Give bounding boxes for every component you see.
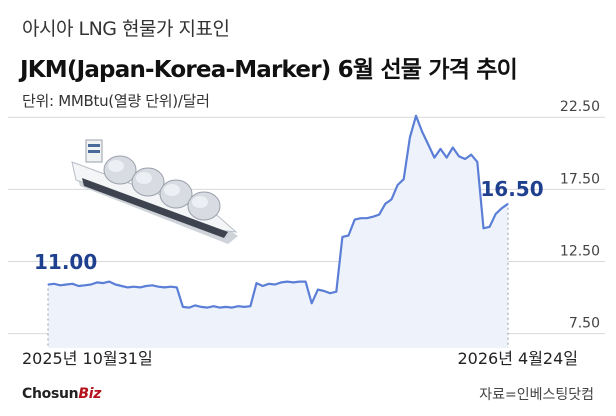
price-area xyxy=(47,114,509,348)
data-point xyxy=(90,283,92,286)
data-point xyxy=(372,216,374,218)
data-point xyxy=(501,207,503,209)
data-point xyxy=(170,286,172,288)
data-point xyxy=(305,281,307,283)
data-point xyxy=(452,146,454,149)
source-note: 자료=인베스팅닷컴 xyxy=(479,387,594,403)
data-point xyxy=(188,307,190,309)
data-point xyxy=(133,286,135,288)
data-point xyxy=(390,198,393,200)
data-point xyxy=(298,281,301,283)
data-point xyxy=(225,306,227,308)
data-point xyxy=(59,284,61,286)
data-point xyxy=(65,283,67,286)
data-point xyxy=(335,291,337,293)
data-point xyxy=(366,217,368,219)
data-point xyxy=(292,281,294,283)
unit-label: 단위: MMBtu(열량 단위)/달러 xyxy=(22,92,210,110)
y-tick-label: 17.50 xyxy=(560,171,600,187)
data-point xyxy=(507,203,509,205)
data-point xyxy=(243,306,245,308)
data-point xyxy=(482,227,485,229)
data-point xyxy=(280,281,282,283)
data-point xyxy=(206,307,209,309)
data-point xyxy=(427,144,429,146)
data-point xyxy=(439,148,442,150)
start-value-label: 11.00 xyxy=(34,250,97,274)
data-point xyxy=(182,306,184,308)
data-point xyxy=(286,281,288,283)
data-point xyxy=(96,281,98,283)
data-point xyxy=(421,131,423,133)
data-point xyxy=(194,304,196,306)
data-point xyxy=(360,217,362,219)
data-point xyxy=(347,234,350,237)
data-point xyxy=(53,283,55,285)
chosunbiz-logo: ChosunBiz xyxy=(22,386,101,402)
data-point xyxy=(341,236,343,238)
lng-tanker-ship-illustration xyxy=(71,139,238,244)
x-end-label: 2026년 4월24일 xyxy=(457,349,578,368)
data-point xyxy=(163,286,166,288)
data-point xyxy=(231,307,233,309)
y-tick-label: 22.50 xyxy=(560,99,600,115)
logo-main-text: Chosun xyxy=(22,386,79,402)
price-line xyxy=(47,114,509,309)
data-point xyxy=(84,284,86,286)
data-point xyxy=(262,285,264,287)
data-point xyxy=(311,302,313,304)
data-points xyxy=(47,115,509,348)
chart-subtitle: 아시아 LNG 현물가 지표인 xyxy=(22,18,230,40)
data-point xyxy=(433,157,435,159)
data-point xyxy=(495,213,497,215)
y-tick-label: 7.50 xyxy=(569,316,600,332)
data-point xyxy=(219,307,221,309)
data-point xyxy=(78,285,80,287)
data-point xyxy=(274,283,276,286)
data-point xyxy=(121,285,123,287)
data-point xyxy=(403,178,405,180)
data-point xyxy=(102,282,104,284)
data-point xyxy=(415,115,417,117)
y-tick-label: 12.50 xyxy=(560,243,600,259)
data-point xyxy=(108,281,110,283)
data-point xyxy=(237,305,239,307)
data-point xyxy=(446,157,448,159)
data-point xyxy=(329,292,331,294)
logo-accent-text: Biz xyxy=(78,386,102,402)
data-point xyxy=(317,289,319,291)
data-point xyxy=(397,184,399,186)
data-point xyxy=(47,283,49,286)
data-point xyxy=(476,161,478,163)
data-point xyxy=(378,214,380,216)
data-point xyxy=(139,286,141,288)
chart-title: JKM(Japan-Korea-Marker) 6월 선물 가격 추이 xyxy=(20,57,518,83)
data-point xyxy=(458,155,460,157)
data-point xyxy=(213,305,215,307)
data-point xyxy=(151,284,153,286)
data-point xyxy=(470,154,472,156)
x-start-label: 2025년 10월31일 xyxy=(22,349,153,368)
price-area-fill xyxy=(48,115,508,348)
data-point xyxy=(409,136,411,138)
data-point xyxy=(71,283,74,285)
data-point xyxy=(114,283,117,286)
data-point xyxy=(384,203,386,205)
chart-labels: 11.00 16.50 2025년 10월31일 2026년 4월24일 xyxy=(22,177,578,368)
data-point xyxy=(176,286,178,288)
data-point xyxy=(464,158,466,160)
data-point xyxy=(145,285,147,287)
data-point xyxy=(249,305,251,307)
data-point xyxy=(255,282,258,284)
data-point xyxy=(268,283,270,285)
data-point xyxy=(200,306,202,308)
data-point xyxy=(354,219,356,221)
data-point xyxy=(323,290,325,292)
data-point xyxy=(489,226,491,228)
data-point xyxy=(127,286,129,288)
end-value-label: 16.50 xyxy=(480,177,543,201)
data-point xyxy=(157,286,159,288)
